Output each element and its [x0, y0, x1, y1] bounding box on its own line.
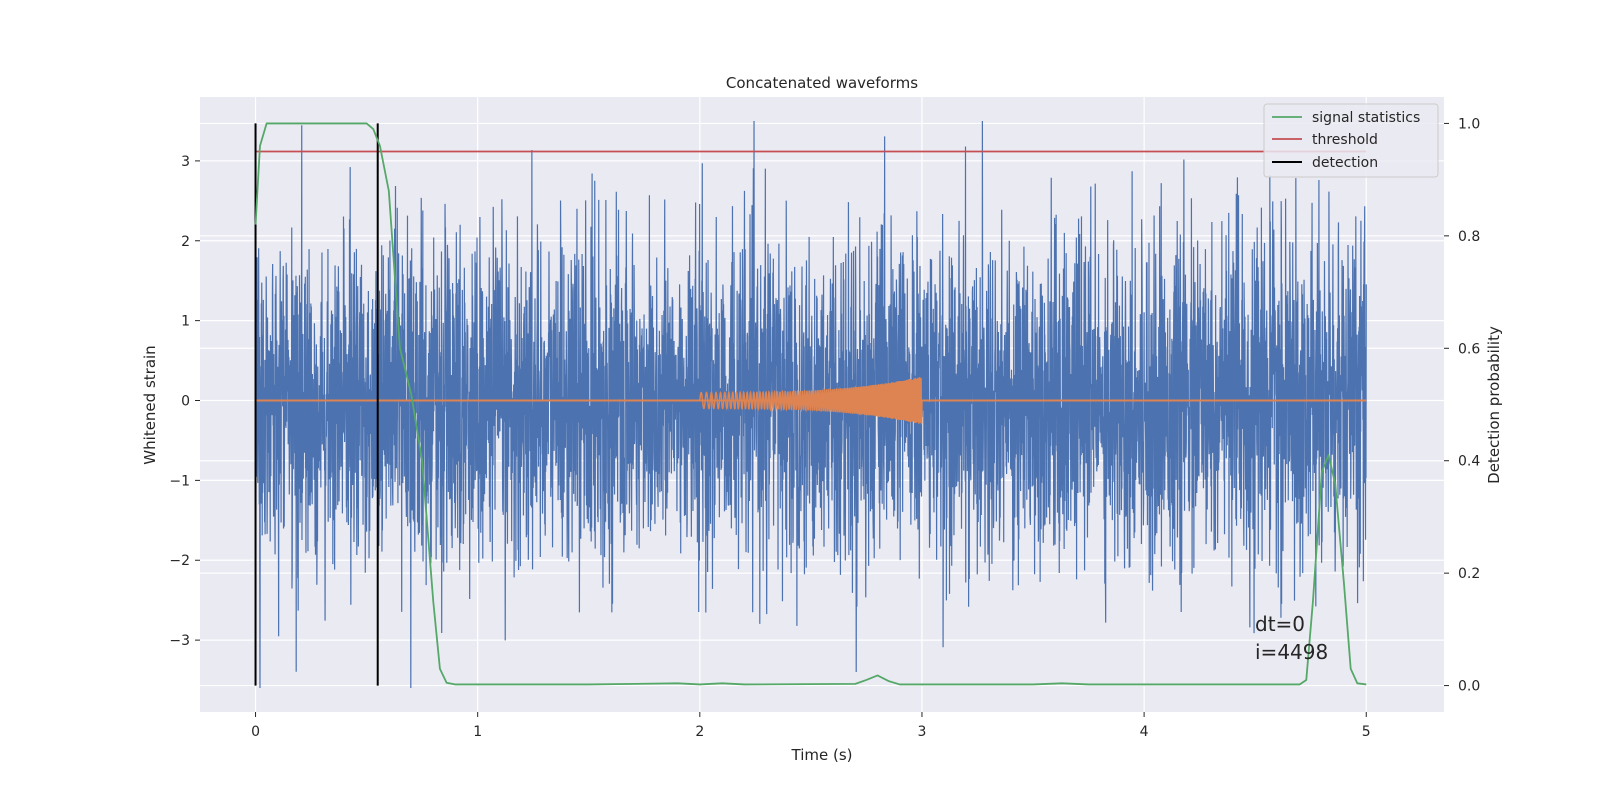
x-axis-label: Time (s)	[791, 746, 853, 764]
legend-label-signal-statistics: signal statistics	[1312, 110, 1420, 126]
x-tick-label: 3	[918, 724, 927, 740]
y-tick-label-left: 0	[181, 394, 190, 410]
y-tick-label-left: 1	[181, 314, 190, 330]
annotation-i: i=4498	[1255, 640, 1328, 664]
left-axis-ticks: −3 −2 −1 0 1 2 3	[169, 154, 200, 649]
strain-layer	[254, 120, 1367, 689]
y-tick-label-right: 0.2	[1458, 566, 1480, 582]
x-tick-label: 5	[1362, 724, 1371, 740]
y-tick-label-left: −3	[169, 633, 190, 649]
legend-box	[1263, 103, 1439, 178]
y-tick-label-left: 3	[181, 154, 190, 170]
legend-label-threshold: threshold	[1312, 132, 1378, 148]
waveform-layer	[255, 377, 1367, 425]
strain-line	[254, 120, 1367, 689]
x-axis-ticks: 0 1 2 3 4 5	[251, 712, 1371, 740]
y-tick-label-left: −2	[169, 553, 190, 569]
signal-statistics-layer	[254, 122, 1367, 686]
y-tick-label-right: 0.4	[1458, 454, 1480, 470]
legend: signal statistics threshold detection	[1263, 103, 1439, 178]
y-tick-label-left: 2	[181, 234, 190, 250]
x-tick-label: 4	[1140, 724, 1149, 740]
chart-title: Concatenated waveforms	[726, 74, 918, 92]
y-axis-label-right: Detection probability	[1485, 326, 1503, 484]
legend-label-detection: detection	[1312, 155, 1378, 171]
signal-statistics-line	[254, 122, 1367, 686]
y-axis-label-left: Whitened strain	[141, 345, 159, 464]
y-tick-label-right: 0.6	[1458, 341, 1480, 357]
x-tick-label: 0	[251, 724, 260, 740]
annotation-dt: dt=0	[1255, 612, 1305, 636]
right-axis-ticks: 0.0 0.2 0.4 0.6 0.8 1.0	[1444, 116, 1480, 695]
x-tick-label: 1	[473, 724, 482, 740]
x-tick-label: 2	[695, 724, 704, 740]
waveform-chirp	[699, 377, 923, 425]
y-tick-label-right: 0.8	[1458, 229, 1480, 245]
y-tick-label-right: 1.0	[1458, 116, 1480, 132]
y-tick-label-left: −1	[169, 473, 190, 489]
y-tick-label-right: 0.0	[1458, 679, 1480, 695]
